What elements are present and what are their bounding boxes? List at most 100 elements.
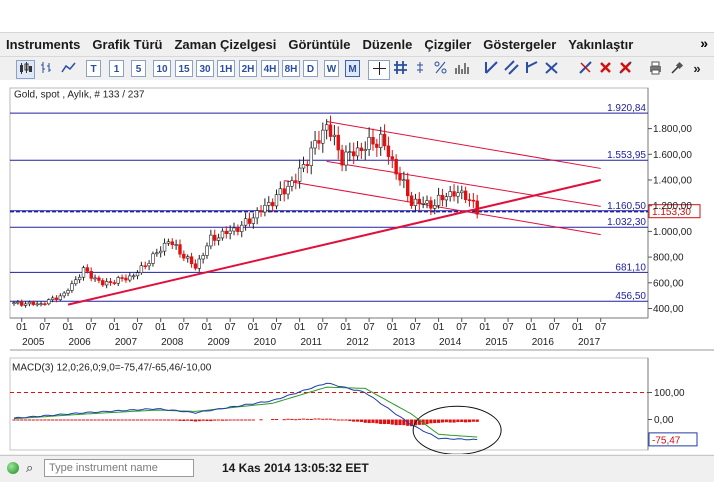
year-tick-label: 2017 xyxy=(578,337,601,348)
chart-canvas[interactable]: Gold, spot , Aylık, # 133 / 237 1.920,84… xyxy=(0,80,714,455)
period-button-10[interactable]: 10 xyxy=(153,60,171,77)
year-tick-label: 2006 xyxy=(68,337,91,348)
period-button-2h[interactable]: 2H xyxy=(239,60,257,77)
period-button-5[interactable]: 5 xyxy=(131,60,146,77)
macd-histogram-bar xyxy=(108,419,113,421)
macd-histogram-bar xyxy=(425,419,429,425)
macd-histogram-bar xyxy=(363,419,367,423)
more-tools-icon[interactable]: » xyxy=(693,61,701,76)
percent-icon[interactable] xyxy=(431,60,449,78)
candle-body xyxy=(201,255,205,260)
macd-histogram-bar xyxy=(471,419,475,422)
candle-body xyxy=(23,303,28,306)
delete-icon[interactable] xyxy=(596,60,614,78)
macd-histogram-bar xyxy=(197,419,201,422)
candle-body xyxy=(452,191,456,197)
macd-histogram-bar xyxy=(81,419,86,421)
volume-icon[interactable] xyxy=(452,60,470,78)
period-button-d[interactable]: D xyxy=(303,60,318,77)
price-tick-label: 1.600,00 xyxy=(653,150,692,161)
candle-body xyxy=(471,199,476,202)
macd-histogram-bar xyxy=(166,419,170,421)
month-tick-label: 07 xyxy=(503,322,515,333)
macd-histogram-bar xyxy=(444,419,448,423)
candle-body xyxy=(243,218,248,226)
macd-histogram-bar xyxy=(85,419,89,421)
candle-body xyxy=(336,134,340,151)
macd-histogram-bar xyxy=(220,419,225,421)
macd-tick-label: 100,00 xyxy=(654,388,685,399)
macd-histogram-bar xyxy=(328,418,333,420)
delete-all-icon[interactable] xyxy=(616,60,634,78)
period-button-4h[interactable]: 4H xyxy=(261,60,279,77)
period-button-1[interactable]: 1 xyxy=(109,60,124,77)
macd-histogram-bar xyxy=(186,419,190,421)
menu-instruments[interactable]: Instruments xyxy=(6,36,81,52)
parallel-lines-icon[interactable] xyxy=(522,60,540,78)
price-tick-label: 1.000,00 xyxy=(653,227,692,238)
instrument-search-input[interactable] xyxy=(44,459,194,477)
macd-histogram-bar xyxy=(433,419,437,424)
menu-indicators[interactable]: Göstergeler xyxy=(483,36,557,52)
fan-lines-icon[interactable] xyxy=(542,60,560,78)
candle-body xyxy=(85,267,90,272)
macd-histogram-bar xyxy=(174,419,178,421)
period-button-w[interactable]: W xyxy=(324,60,339,77)
macd-histogram-bar xyxy=(325,418,329,420)
period-button-8h[interactable]: 8H xyxy=(282,60,300,77)
server-timestamp: 14 Kas 2014 13:05:32 EET xyxy=(222,461,369,475)
menu-lines[interactable]: Çizgiler xyxy=(424,36,472,52)
candle-body xyxy=(104,281,109,286)
month-tick-label: 01 xyxy=(155,322,167,333)
macd-histogram-bar xyxy=(216,419,221,421)
print-icon[interactable] xyxy=(646,60,664,78)
macd-histogram-bar xyxy=(336,419,340,421)
candle-body xyxy=(135,272,140,277)
macd-current-box xyxy=(648,432,698,447)
candle-body xyxy=(363,149,367,151)
channel-icon[interactable] xyxy=(502,60,520,78)
month-tick-label: 07 xyxy=(271,322,283,333)
macd-histogram-bar xyxy=(271,419,275,421)
menu-timeframe[interactable]: Zaman Çizelgesi xyxy=(174,36,277,52)
candle-body xyxy=(278,188,283,196)
menu-overflow-button[interactable]: » xyxy=(700,35,708,51)
candle-body xyxy=(429,200,433,209)
year-tick-label: 2016 xyxy=(532,337,555,348)
macd-histogram-bar xyxy=(460,419,464,423)
candle-body xyxy=(251,217,256,224)
macd-histogram-bar xyxy=(240,419,244,421)
menu-chart-type[interactable]: Grafik Türü xyxy=(92,36,163,52)
line-chart-icon[interactable] xyxy=(59,60,77,78)
macd-line xyxy=(13,382,478,441)
macd-histogram-bar xyxy=(409,419,414,427)
period-button-15[interactable]: 15 xyxy=(175,60,193,77)
candle-body xyxy=(193,263,198,269)
menu-view[interactable]: Görüntüle xyxy=(288,36,351,52)
period-button-1h[interactable]: 1H xyxy=(217,60,235,77)
candle-body xyxy=(425,200,429,204)
crosshair-icon[interactable] xyxy=(368,60,390,80)
period-button-m[interactable]: M xyxy=(345,60,360,77)
pin-icon[interactable] xyxy=(667,60,685,78)
hide-lines-icon[interactable] xyxy=(576,60,594,78)
candle-body xyxy=(444,196,449,201)
menu-zoom[interactable]: Yakınlaştır xyxy=(568,36,634,52)
candle-body xyxy=(402,179,406,182)
menu-edit[interactable]: Düzenle xyxy=(362,36,413,52)
macd-histogram-bar xyxy=(178,419,182,421)
candle-body xyxy=(398,173,402,181)
candlestick-icon[interactable] xyxy=(16,60,35,79)
bar-chart-icon[interactable] xyxy=(38,60,56,78)
trendline-icon[interactable] xyxy=(482,60,500,78)
grid-icon[interactable] xyxy=(391,60,409,78)
current-price-box xyxy=(648,204,701,219)
candle-body xyxy=(155,252,159,255)
macd-histogram-bar xyxy=(224,419,228,421)
fibonacci-icon[interactable] xyxy=(411,60,429,78)
macd-histogram-bar xyxy=(147,419,151,421)
period-button-t[interactable]: T xyxy=(86,60,101,77)
period-button-30[interactable]: 30 xyxy=(196,60,214,77)
chart-area[interactable]: Gold, spot , Aylık, # 133 / 237 1.920,84… xyxy=(0,80,714,455)
candle-body xyxy=(50,297,55,300)
